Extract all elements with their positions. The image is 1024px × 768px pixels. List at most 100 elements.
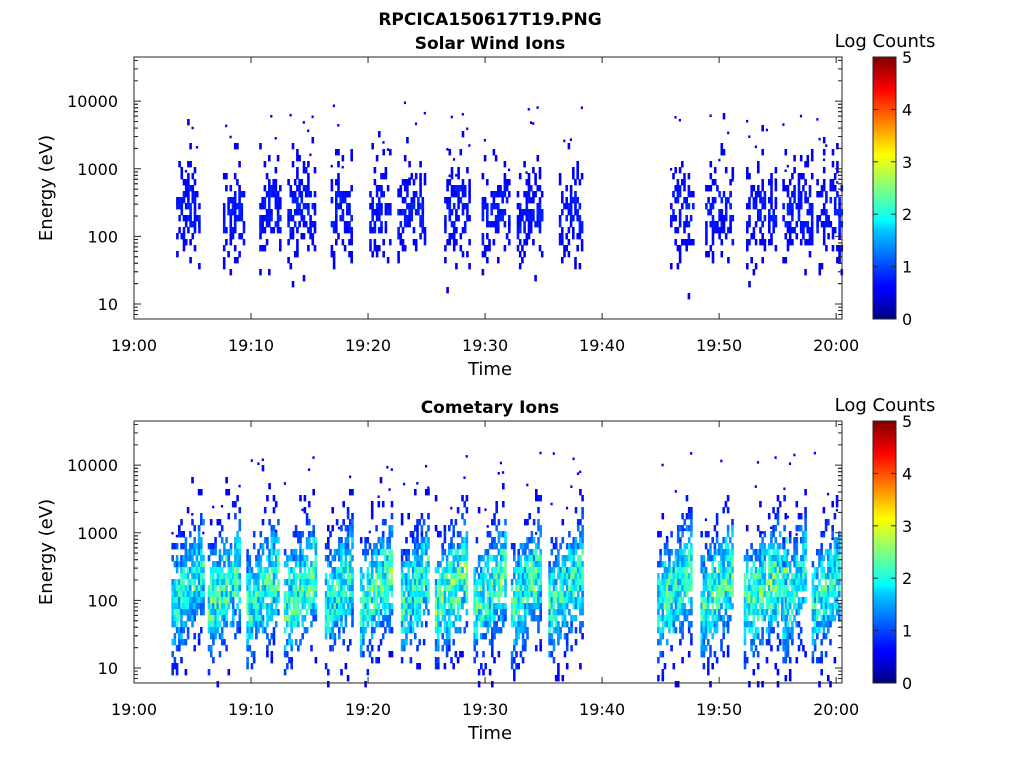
spectrogram-cell (657, 627, 660, 634)
spectrogram-cell (189, 549, 192, 556)
spectrogram-cell (348, 239, 351, 246)
spectrogram-cell (231, 567, 235, 574)
spectrogram-cell (255, 597, 258, 604)
spectrogram-cell (752, 549, 756, 556)
spectrogram-cell (344, 549, 348, 556)
spectrogram-cell (799, 555, 803, 562)
spectrogram-cell (362, 633, 365, 640)
spectrogram-cell (191, 543, 194, 550)
spectrogram-cell (303, 507, 307, 514)
spectrogram-cell (715, 603, 719, 610)
spectrogram-cell (187, 179, 190, 186)
spectrogram-cell (726, 507, 730, 514)
spectrogram-cell (207, 543, 211, 550)
spectrogram-cell (659, 639, 662, 646)
spectrogram-cell (459, 597, 462, 604)
spectrogram-cell (444, 245, 447, 252)
spectrogram-cell (327, 585, 330, 592)
spectrogram-cell (674, 627, 678, 634)
spectrogram-cell (786, 549, 790, 556)
spectrogram-cell (681, 203, 684, 210)
spectrogram-cell (484, 663, 487, 670)
spectrogram-cell (403, 185, 407, 192)
spectrogram-cell (663, 603, 667, 610)
spectrogram-cell (421, 209, 425, 216)
spectrogram-cell (238, 161, 241, 168)
spectrogram-cell (303, 627, 307, 634)
spectrogram-cell (277, 591, 280, 598)
spectrogram-cell (422, 537, 426, 544)
spectrogram-cell (441, 645, 444, 652)
spectrogram-cell (518, 215, 522, 222)
spectrogram-cell (461, 651, 464, 658)
spectrogram-cell (261, 215, 264, 222)
spectrogram-cell (827, 597, 830, 604)
spectrogram-cell (427, 579, 430, 586)
spectrogram-cell (759, 501, 762, 508)
spectrogram-cell (711, 251, 715, 258)
spectrogram-cell (248, 645, 252, 652)
spectrogram-cell (342, 591, 345, 598)
spectrogram-cell (674, 239, 677, 246)
spectrogram-cell (835, 579, 839, 586)
spectrogram-cell (465, 567, 469, 574)
spectrogram-cell (171, 609, 174, 616)
spectrogram-cell (537, 597, 540, 604)
spectrogram-cell (672, 597, 676, 604)
spectrogram-cell (403, 482, 406, 486)
spectrogram-cell (338, 591, 341, 598)
spectrogram-cell (578, 227, 582, 234)
spectrogram-cell (311, 221, 315, 228)
spectrogram-cell (187, 227, 190, 234)
spectrogram-cell (722, 651, 725, 658)
spectrogram-cell (822, 167, 826, 174)
spectrogram-cell (674, 585, 678, 592)
spectrogram-cell (250, 663, 254, 670)
spectrogram-cell (756, 615, 760, 622)
spectrogram-cell (791, 573, 794, 580)
spectrogram-cell (301, 597, 304, 604)
spectrogram-cell (173, 621, 177, 628)
spectrogram-cell (223, 543, 226, 550)
spectrogram-cell (348, 221, 351, 228)
spectrogram-cell (263, 567, 267, 574)
spectrogram-cell (836, 191, 839, 198)
spectrogram-cell (711, 597, 714, 604)
spectrogram-cell (517, 549, 520, 556)
spectrogram-cell (441, 615, 444, 622)
spectrogram-cell (473, 585, 476, 592)
spectrogram-cell (799, 197, 803, 204)
spectrogram-cell (750, 645, 753, 652)
spectrogram-cell (770, 185, 773, 192)
spectrogram-cell (197, 543, 201, 550)
spectrogram-burst (397, 101, 427, 264)
spectrogram-cell (212, 657, 215, 664)
spectrogram-cell (191, 197, 195, 204)
spectrogram-cell (572, 567, 576, 574)
spectrogram-cell (434, 567, 438, 574)
spectrogram-cell (722, 627, 725, 634)
spectrogram-cell (820, 191, 824, 198)
y-tick-label: 10 (98, 659, 118, 678)
spectrogram-cell (274, 167, 278, 174)
spectrogram-cell (381, 579, 385, 586)
spectrogram-cell (364, 609, 367, 616)
spectrogram-cell (565, 203, 568, 210)
spectrogram-cell (768, 215, 771, 222)
spectrogram-cell (494, 155, 498, 162)
spectrogram-cell (463, 591, 466, 598)
spectrogram-cell (576, 167, 579, 174)
spectrogram-cell (563, 573, 567, 580)
spectrogram-cell (822, 530, 825, 534)
spectrogram-cell (704, 645, 708, 652)
spectrogram-cell (515, 651, 518, 658)
spectrogram-cell (523, 251, 526, 258)
spectrogram-cell (250, 615, 254, 622)
spectrogram-cell (683, 567, 687, 574)
spectrogram-cell (722, 191, 726, 198)
spectrogram-cell (346, 549, 350, 556)
spectrogram-cell (274, 191, 278, 198)
spectrogram-cell (495, 507, 498, 514)
spectrogram-cell (484, 561, 487, 568)
spectrogram-cell (171, 651, 174, 658)
